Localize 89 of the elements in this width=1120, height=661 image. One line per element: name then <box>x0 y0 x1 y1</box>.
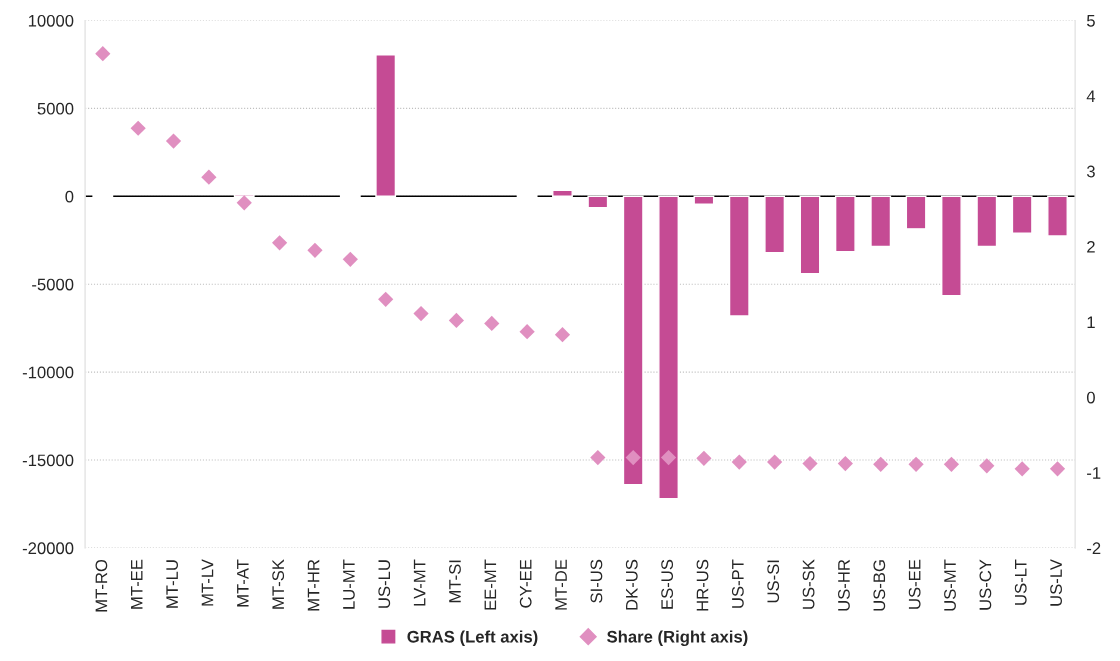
y2-tick-label: 0 <box>1086 391 1095 404</box>
bar <box>587 195 609 209</box>
bar <box>799 195 821 275</box>
point <box>908 456 924 472</box>
x-tick-label: US-HR <box>838 559 850 611</box>
y2-tick-label: 4 <box>1086 90 1096 102</box>
x-tick-label: MT-SI <box>449 560 461 603</box>
point <box>519 324 535 340</box>
bar <box>764 195 786 254</box>
point <box>837 455 853 472</box>
x-tick-label: US-SI <box>767 560 780 603</box>
y2-tick-label: 3 <box>1086 165 1095 178</box>
x-tick-label: LU-MT <box>343 559 355 609</box>
y2-tick-label: 1 <box>1087 316 1095 328</box>
x-tick-label: US-CY <box>979 559 992 610</box>
x-tick-label: CY-EE <box>519 559 532 608</box>
point <box>767 454 783 470</box>
point <box>201 169 217 185</box>
point <box>802 455 818 472</box>
point <box>731 454 747 470</box>
point <box>271 235 288 251</box>
x-tick-label: MT-RO <box>95 559 108 612</box>
point <box>484 315 500 332</box>
bar <box>658 195 679 500</box>
x-tick-label: MT-LV <box>201 559 214 606</box>
point <box>448 312 465 329</box>
bar <box>834 195 856 253</box>
x-tick-label: US-BG <box>873 560 886 611</box>
x-tick-label: US-LV <box>1050 559 1062 606</box>
bar <box>693 195 715 205</box>
point <box>943 456 960 472</box>
y-tick-label: -5000 <box>32 278 74 291</box>
y2-tick-label: 5 <box>1086 15 1095 27</box>
bar <box>976 195 998 248</box>
point <box>625 449 641 466</box>
point <box>307 242 323 258</box>
y-tick-label: 0 <box>65 190 74 203</box>
x-tick-label: LV-MT <box>413 559 426 606</box>
point <box>873 456 889 472</box>
bar <box>1047 195 1068 237</box>
point <box>165 133 182 149</box>
y-tick-label: 5000 <box>37 102 74 115</box>
x-tick-label: MT-AT <box>237 559 249 607</box>
bar <box>941 195 962 297</box>
y-tick-label: 10000 <box>28 14 74 27</box>
y2-tick-label: -2 <box>1087 542 1101 555</box>
x-tick-label: US-SK <box>802 559 815 609</box>
legend-label: Share (Right axis) <box>607 630 748 646</box>
x-tick-label: US-LU <box>378 560 391 608</box>
x-tick-label: MT-DE <box>555 559 567 610</box>
point <box>378 291 394 307</box>
x-tick-label: MT-LU <box>166 560 178 608</box>
bar <box>870 195 892 248</box>
y2-tick-label: -1 <box>1087 467 1101 479</box>
point <box>590 449 606 466</box>
x-tick-label: EE-MT <box>484 559 497 610</box>
bar <box>728 195 750 317</box>
x-tick-label: US-MT <box>944 559 956 611</box>
x-tick-label: US-EE <box>908 559 921 609</box>
x-tick-label: MT-HR <box>307 559 320 611</box>
x-tick-label: DK-US <box>625 559 638 610</box>
point <box>1049 461 1066 477</box>
point <box>413 306 429 322</box>
y-tick-label: -10000 <box>22 366 74 379</box>
point <box>696 450 712 466</box>
x-tick-label: MT-EE <box>131 559 143 609</box>
x-tick-label: HR-US <box>696 559 709 611</box>
point <box>554 327 571 343</box>
x-tick-label: ES-US <box>661 559 674 609</box>
point <box>660 449 677 466</box>
bar <box>905 195 927 230</box>
bar <box>1011 195 1033 234</box>
bar <box>375 54 397 198</box>
bar <box>552 189 573 198</box>
x-tick-label: MT-SK <box>272 559 285 609</box>
point <box>236 195 252 211</box>
y-tick-label: -15000 <box>22 454 74 467</box>
x-tick-label: SI-US <box>590 559 603 603</box>
x-tick-label: US-LT <box>1014 559 1027 605</box>
x-tick-label: US-PT <box>731 559 744 608</box>
point <box>1014 461 1030 477</box>
point <box>979 458 995 474</box>
legend-label: GRAS (Left axis) <box>407 630 538 646</box>
bar <box>622 195 644 486</box>
point <box>95 46 111 62</box>
y2-tick-label: 2 <box>1087 240 1095 253</box>
point <box>342 251 358 267</box>
y-tick-label: -20000 <box>22 542 74 555</box>
point <box>130 120 146 136</box>
